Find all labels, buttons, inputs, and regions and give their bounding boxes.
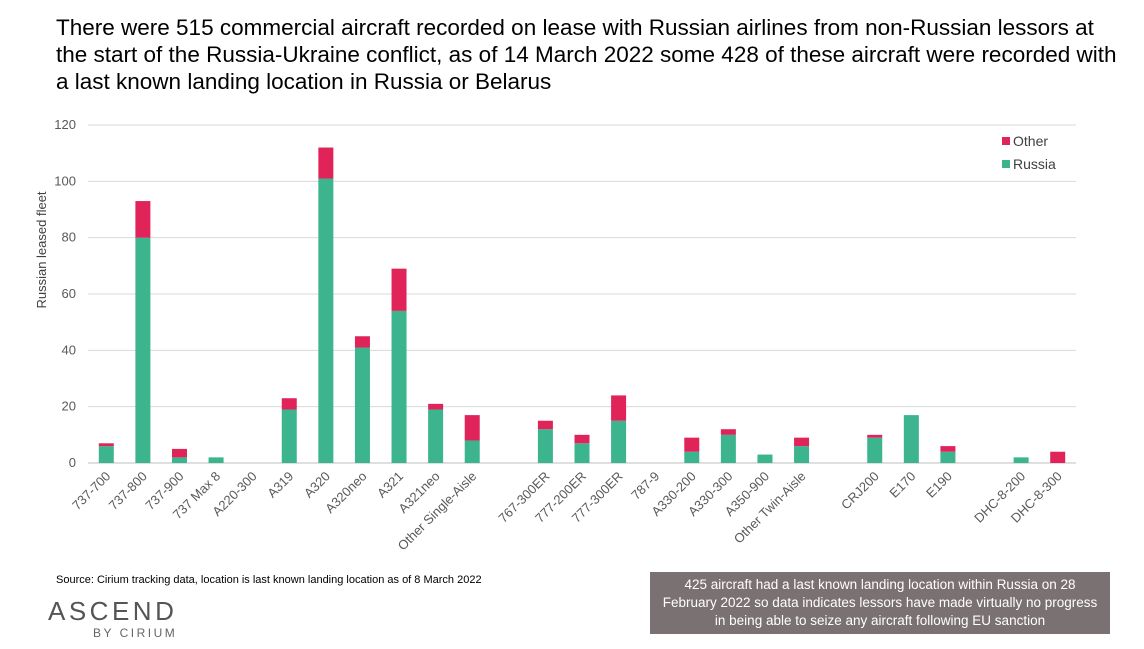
bar-russia bbox=[794, 446, 810, 463]
y-tick-label: 0 bbox=[69, 455, 76, 470]
bar-russia bbox=[171, 457, 187, 463]
bars bbox=[98, 147, 1066, 463]
chart-title: There were 515 commercial aircraft recor… bbox=[56, 15, 1117, 94]
y-tick-label: 120 bbox=[54, 117, 76, 132]
legend-label-russia: Russia bbox=[1013, 156, 1056, 172]
bar-other bbox=[171, 448, 187, 458]
bar-other bbox=[611, 395, 627, 421]
source-note: Source: Cirium tracking data, location i… bbox=[56, 574, 482, 586]
bar-russia bbox=[208, 457, 224, 463]
bar-other bbox=[1050, 451, 1066, 463]
x-tick-label: 787-9 bbox=[628, 469, 662, 503]
annotation-box: 425 aircraft had a last known landing lo… bbox=[650, 572, 1110, 634]
x-tick-label: E190 bbox=[923, 469, 955, 501]
y-tick-label: 20 bbox=[62, 399, 76, 414]
y-tick-label: 60 bbox=[62, 286, 76, 301]
bar-russia bbox=[903, 415, 919, 463]
bar-other bbox=[428, 403, 444, 410]
bar-russia bbox=[537, 429, 553, 463]
gridlines bbox=[88, 124, 1076, 464]
bar-russia bbox=[611, 420, 627, 463]
ascend-logo: ASCEND BY CIRIUM bbox=[48, 597, 177, 641]
bar-russia bbox=[867, 437, 883, 463]
bar-other bbox=[867, 434, 883, 438]
legend: Other Russia bbox=[1002, 133, 1056, 172]
logo-main-text: ASCEND bbox=[48, 596, 178, 626]
bar-other bbox=[574, 434, 590, 444]
legend-label-other: Other bbox=[1013, 133, 1048, 149]
x-tick-label: A319 bbox=[264, 469, 296, 501]
bar-russia bbox=[391, 310, 407, 463]
bar-other bbox=[537, 420, 553, 430]
bar-russia bbox=[757, 454, 773, 463]
bar-other bbox=[464, 415, 480, 441]
bar-other bbox=[98, 443, 114, 447]
x-tick-label: 737-800 bbox=[106, 469, 150, 513]
x-tick-label: 737-700 bbox=[69, 469, 113, 513]
y-tick-label: 100 bbox=[54, 173, 76, 188]
legend-swatch-russia bbox=[1002, 160, 1010, 168]
bar-russia bbox=[354, 347, 370, 463]
bar-other bbox=[318, 147, 334, 179]
x-tick-label: A321 bbox=[374, 469, 406, 501]
y-axis-ticks: 0 20 40 60 80 100 120 bbox=[54, 117, 76, 470]
y-tick-label: 80 bbox=[62, 230, 76, 245]
legend-swatch-other bbox=[1002, 137, 1010, 145]
bar-russia bbox=[318, 178, 334, 463]
x-tick-label: A320 bbox=[301, 469, 333, 501]
x-tick-label: E170 bbox=[886, 469, 918, 501]
bar-russia bbox=[1013, 457, 1029, 463]
y-tick-label: 40 bbox=[62, 342, 76, 357]
bar-russia bbox=[720, 434, 736, 463]
bar-other bbox=[391, 268, 407, 311]
bar-other bbox=[135, 201, 151, 238]
bar-other bbox=[940, 446, 956, 452]
bar-russia bbox=[281, 409, 297, 463]
x-tick-label: CRJ200 bbox=[838, 469, 882, 513]
stacked-bar-chart: 0 20 40 60 80 100 120 Russian leased fleet 737… bbox=[34, 117, 1076, 554]
bar-russia bbox=[940, 451, 956, 463]
bar-russia bbox=[135, 237, 151, 463]
bar-russia bbox=[428, 409, 444, 463]
bar-other bbox=[720, 429, 736, 435]
bar-other bbox=[354, 336, 370, 348]
y-axis-label: Russian leased fleet bbox=[34, 191, 49, 308]
bar-other bbox=[794, 437, 810, 447]
bar-russia bbox=[574, 443, 590, 463]
bar-other bbox=[684, 437, 700, 452]
bar-russia bbox=[684, 451, 700, 463]
bar-other bbox=[281, 398, 297, 410]
logo-sub-text: BY CIRIUM bbox=[93, 626, 178, 640]
bar-russia bbox=[98, 446, 114, 463]
bar-russia bbox=[464, 440, 480, 463]
